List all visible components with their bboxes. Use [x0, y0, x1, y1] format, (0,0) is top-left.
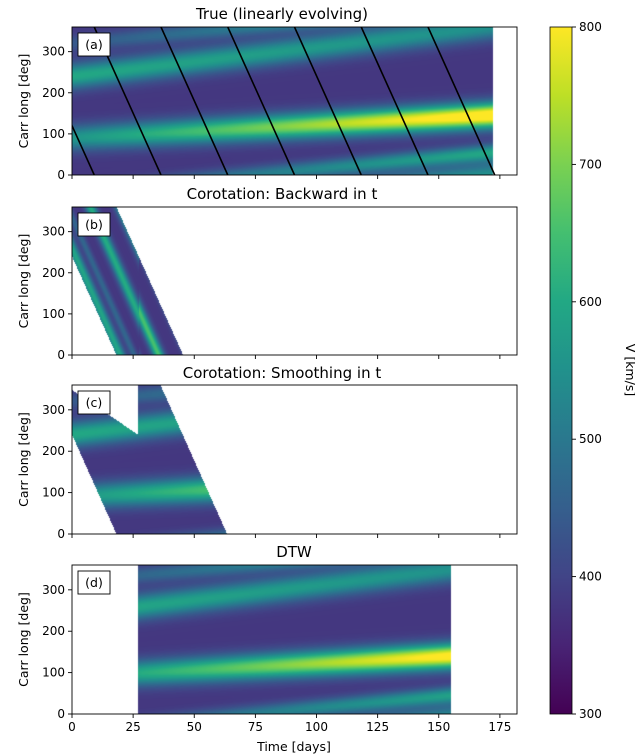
- panel-tag: (c): [77, 390, 111, 415]
- panel-c: Corotation: Smoothing in t 0 100 200 300 Car…: [16, 364, 518, 541]
- x-axis-label: Time [days]: [256, 739, 331, 754]
- y-tick-label: 300: [42, 225, 65, 239]
- heatmap-image: [72, 207, 517, 355]
- y-tick-label: 300: [42, 403, 65, 417]
- y-tick-label: 100: [42, 666, 65, 680]
- svg-text:(b): (b): [85, 217, 103, 232]
- colorbar-ticks: 300 400 500 600 700 800: [572, 20, 602, 721]
- colorbar-tick-label: 700: [579, 157, 602, 171]
- panel-a-title: True (linearly evolving): [195, 5, 368, 23]
- y-tick-label: 200: [42, 444, 65, 458]
- axes-frame: [71, 26, 518, 176]
- y-tick-label: 100: [42, 127, 65, 141]
- y-tick-label: 300: [42, 583, 65, 597]
- svg-text:(c): (c): [86, 395, 103, 410]
- corotation-line: [160, 27, 229, 175]
- y-tick-label: 200: [42, 624, 65, 638]
- panel-c-title: Corotation: Smoothing in t: [183, 364, 382, 382]
- axes-frame: [71, 384, 518, 535]
- x-tick-label: 25: [125, 720, 140, 734]
- y-tick-label: 200: [42, 86, 65, 100]
- y-tick-label: 0: [57, 168, 65, 182]
- colorbar-tick-label: 500: [579, 432, 602, 446]
- corotation-line: [427, 27, 496, 175]
- y-axis-label: Carr long [deg]: [16, 412, 31, 507]
- y-tick-label: 0: [57, 527, 65, 541]
- panel-a: True (linearly evolving) 0 100 200 300 Carr …: [16, 5, 518, 182]
- panel-d-title: DTW: [276, 543, 312, 561]
- colorbar-gradient: [549, 26, 573, 715]
- y-tick-label: 100: [42, 486, 65, 500]
- panel-tag: (d): [77, 570, 111, 595]
- svg-text:(a): (a): [85, 37, 102, 52]
- colorbar-label: V [km/s]: [623, 344, 635, 396]
- corotation-line: [293, 27, 362, 175]
- x-tick-label: 0: [68, 720, 76, 734]
- y-tick-label: 200: [42, 266, 65, 280]
- y-axis-label: Carr long [deg]: [16, 234, 31, 329]
- corotation-line: [360, 27, 429, 175]
- colorbar: 300 400 500 600 700 800 V [km/s]: [549, 20, 635, 721]
- panel-b-title: Corotation: Backward in t: [187, 185, 378, 203]
- colorbar-tick-label: 600: [579, 295, 602, 309]
- panel-tag: (a): [77, 32, 111, 57]
- axes-frame: [71, 206, 518, 356]
- heatmap-image: [72, 565, 517, 714]
- x-tick-label: 50: [187, 720, 202, 734]
- colorbar-tick-label: 400: [579, 570, 602, 584]
- x-tick-label: 100: [305, 720, 328, 734]
- colorbar-tick-label: 800: [579, 20, 602, 34]
- corotation-line: [72, 123, 95, 175]
- heatmap-image: [72, 385, 517, 534]
- colorbar-tick-label: 300: [579, 707, 602, 721]
- svg-text:(d): (d): [85, 575, 103, 590]
- corotation-line: [227, 27, 296, 175]
- y-tick-label: 100: [42, 307, 65, 321]
- panel-b: Corotation: Backward in t 0 100 200 300 Carr…: [16, 185, 518, 362]
- y-tick-label: 300: [42, 45, 65, 59]
- x-tick-label: 75: [248, 720, 263, 734]
- panel-tag: (b): [77, 212, 111, 237]
- y-axis-label: Carr long [deg]: [16, 54, 31, 149]
- panel-d: DTW 0 100 200 300 0 25 50 75 100 125 150 175 Carr lo…: [16, 543, 518, 734]
- heatmap-image: [72, 27, 517, 175]
- x-tick-label: 175: [488, 720, 511, 734]
- x-tick-label: 125: [366, 720, 389, 734]
- y-axis-label: Carr long [deg]: [16, 592, 31, 687]
- y-tick-label: 0: [57, 348, 65, 362]
- y-tick-label: 0: [57, 707, 65, 721]
- x-tick-label: 150: [427, 720, 450, 734]
- axes-frame: [71, 564, 518, 715]
